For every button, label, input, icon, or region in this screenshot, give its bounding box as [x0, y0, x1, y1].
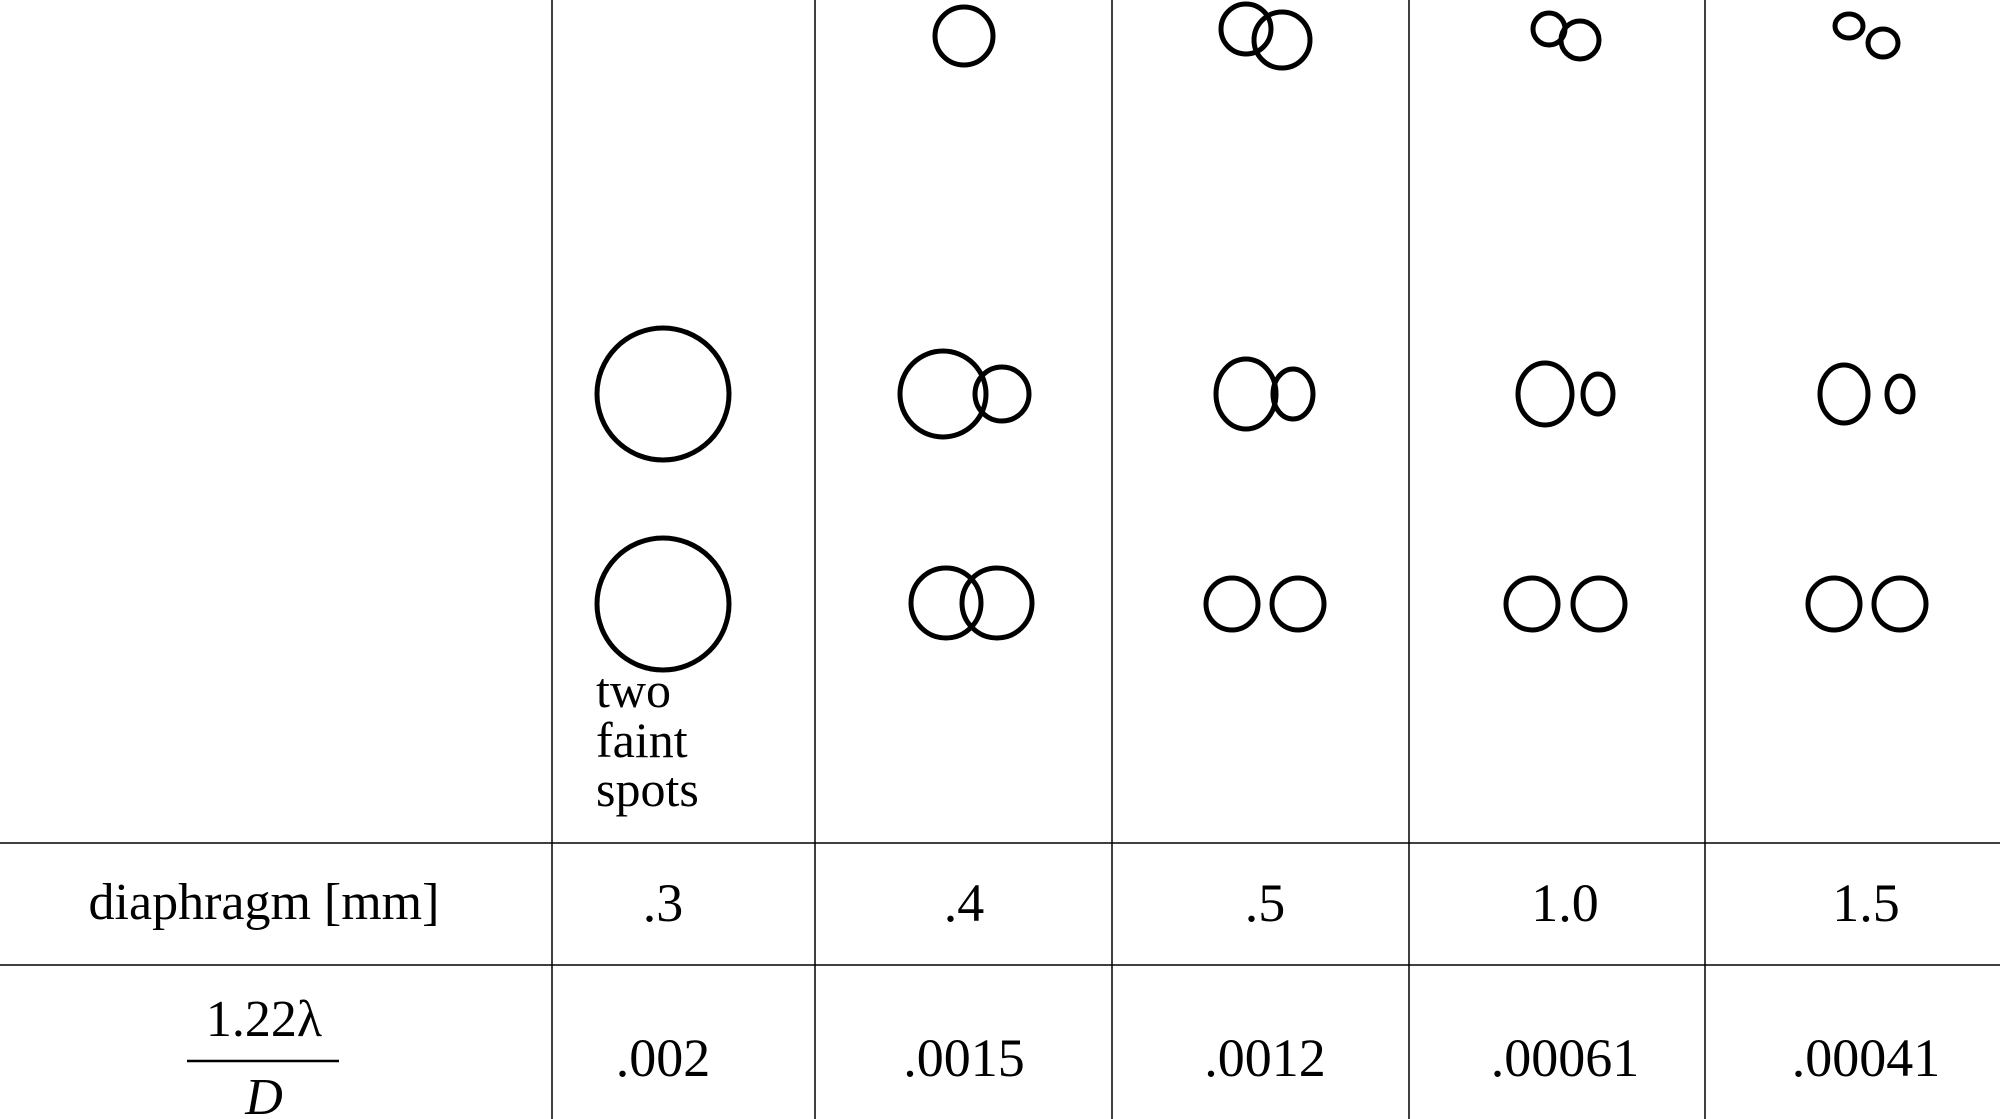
diaphragm-value: .3: [643, 873, 684, 933]
spot: [1805, 575, 1863, 633]
spot: [908, 565, 984, 641]
spot: [1213, 356, 1279, 432]
note-line: faint: [596, 712, 688, 768]
spot: [1269, 575, 1327, 633]
ratio-row-label: 1.22λ D: [187, 991, 339, 1119]
ratio-value: .0012: [1204, 1028, 1326, 1088]
spot: [1884, 373, 1916, 415]
spot-images-col-1: [594, 325, 732, 673]
ratio-values: .002 .0015 .0012 .00061 .00041: [616, 1028, 1941, 1088]
spot: [1558, 18, 1602, 62]
spot: [972, 364, 1032, 424]
merged-spot: [594, 535, 732, 673]
ratio-value: .00041: [1792, 1028, 1941, 1088]
spot: [1570, 575, 1628, 633]
merged-spot: [594, 325, 732, 463]
ratio-value: .00061: [1491, 1028, 1640, 1088]
diaphragm-value: 1.5: [1832, 873, 1900, 933]
note-line: two: [596, 662, 671, 718]
spot: [1817, 362, 1871, 426]
spot-images-col-5: [1805, 11, 1929, 633]
faint-spots-note: two faint spots: [596, 662, 699, 817]
diaphragm-value: .5: [1245, 873, 1286, 933]
ratio-denominator: D: [244, 1069, 283, 1119]
spot-images-col-3: [1203, 1, 1327, 633]
spot: [1251, 9, 1313, 71]
ratio-value: .002: [616, 1028, 711, 1088]
diaphragm-values: .3 .4 .5 1.0 1.5: [643, 873, 1900, 933]
spot: [1871, 575, 1929, 633]
ratio-value: .0015: [903, 1028, 1025, 1088]
note-line: spots: [596, 761, 699, 817]
spot: [1865, 26, 1901, 60]
spot-images-col-2: [897, 4, 1035, 641]
diaphragm-row-label: diaphragm [mm]: [89, 874, 440, 931]
spot: [959, 565, 1035, 641]
spot: [1203, 575, 1261, 633]
spot: [1515, 360, 1575, 428]
spot: [1270, 366, 1316, 422]
diaphragm-value: .4: [944, 873, 985, 933]
diaphragm-value: 1.0: [1531, 873, 1599, 933]
spot-images-col-4: [1503, 10, 1628, 633]
spot: [1218, 1, 1274, 57]
spot: [1832, 11, 1866, 41]
spot: [1503, 575, 1561, 633]
spot: [1580, 371, 1616, 417]
ratio-numerator: 1.22λ: [206, 991, 322, 1048]
spot: [932, 4, 996, 68]
spot: [897, 348, 989, 440]
